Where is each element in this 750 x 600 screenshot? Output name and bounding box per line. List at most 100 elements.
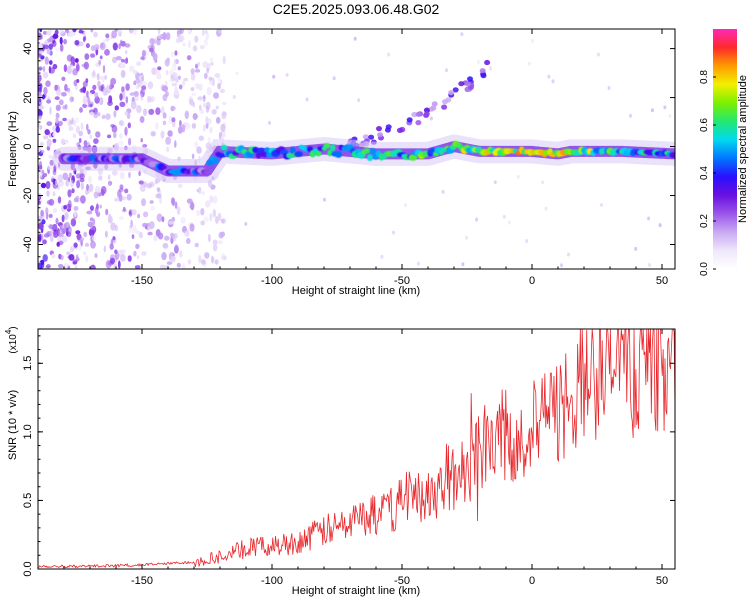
colorbar: 0.0 0.2 0.4 0.6 0.8 Normalized spectral ampl… [699,29,749,276]
noise-blob [83,251,86,256]
spectrogram-y-label: Frequency (Hz) [7,111,19,187]
noise-blob [194,35,199,43]
noise-blob [217,212,222,221]
noise-blob [220,252,225,261]
noise-blob [98,175,103,181]
noise-blob [49,234,54,242]
noise-blob [39,125,43,130]
noise-blob [38,233,42,242]
noise-blob [111,30,117,39]
noise-blob [221,111,227,120]
noise-blob [110,77,117,85]
noise-blob [150,131,156,137]
noise-blob [38,105,45,110]
noise-blob [38,109,43,117]
noise-blob [190,87,195,92]
noise-blob [119,184,124,190]
noise-blob [49,106,52,115]
noise-blob [189,223,195,232]
spectrogram-x-axis: -150 -100 -50 0 50 [37,29,668,287]
branch-blob [377,132,384,138]
noise-blob [130,101,137,110]
noise-blob [197,62,201,66]
noise-blob [87,129,91,135]
noise-blob [51,39,57,48]
noise-blob [465,235,469,240]
noise-blob [56,241,60,247]
noise-blob [213,92,219,99]
noise-blob [211,255,214,264]
noise-blob [179,120,182,127]
noise-blob [52,138,57,143]
colorbar-axis: 0.0 0.2 0.4 0.6 0.8 [699,70,716,276]
noise-blob [183,77,189,82]
noise-blob [189,99,194,106]
noise-blob [99,42,106,51]
branch-blob [411,111,418,118]
noise-blob [181,36,185,41]
noise-blob [199,104,202,111]
noise-blob [164,264,170,269]
branch-blob [384,127,391,133]
noise-blob [285,73,289,77]
branch-blob [452,87,459,93]
noise-blob [544,206,548,211]
noise-blob [198,186,202,194]
noise-blob [67,189,72,198]
noise-blob [83,61,89,70]
noise-blob [99,204,102,209]
noise-blob [212,243,218,252]
noise-blob [138,170,141,177]
y-tick-label: 40 [22,42,34,54]
noise-blob [207,137,211,144]
noise-blob [132,70,139,75]
noise-blob [198,135,204,141]
noise-blob [68,32,74,37]
noise-blob [107,215,113,224]
noise-blob [49,60,53,65]
noise-blob [155,229,161,237]
noise-blob [136,105,142,114]
noise-blob [57,174,63,183]
noise-blob [194,141,199,149]
noise-blob [38,222,44,230]
noise-blob [73,242,78,248]
noise-blob [219,88,225,94]
noise-blob [205,32,209,41]
noise-blob [648,263,652,267]
noise-blob [200,259,206,265]
noise-blob [155,193,162,199]
noise-blob [198,254,202,264]
noise-blob [57,230,63,236]
noise-blob [191,153,195,159]
noise-blob [55,126,60,133]
noise-blob [133,29,137,35]
colorbar-tick-label: 0.8 [699,70,710,84]
noise-blob [73,210,77,218]
noise-blob [119,101,126,108]
noise-blob [125,57,128,64]
noise-blob [77,41,84,47]
noise-blob [502,214,506,219]
trace-blob [369,148,377,155]
noise-blob [155,107,161,115]
noise-blob [69,246,75,253]
noise-blob [80,87,87,93]
noise-blob [73,197,79,203]
noise-blob [387,52,391,57]
noise-blob [44,56,49,65]
noise-blob [187,29,191,35]
noise-blob [105,113,111,120]
noise-blob [138,180,144,185]
noise-blob [71,188,75,194]
snr-line [38,329,675,569]
noise-blob [80,122,84,131]
noise-blob [46,138,52,148]
noise-blob [64,139,69,144]
noise-blob [89,134,93,139]
noise-blob [206,86,212,96]
noise-blob [151,38,157,44]
noise-blob [114,105,120,111]
branch-blob [479,68,486,74]
noise-blob [124,188,129,194]
